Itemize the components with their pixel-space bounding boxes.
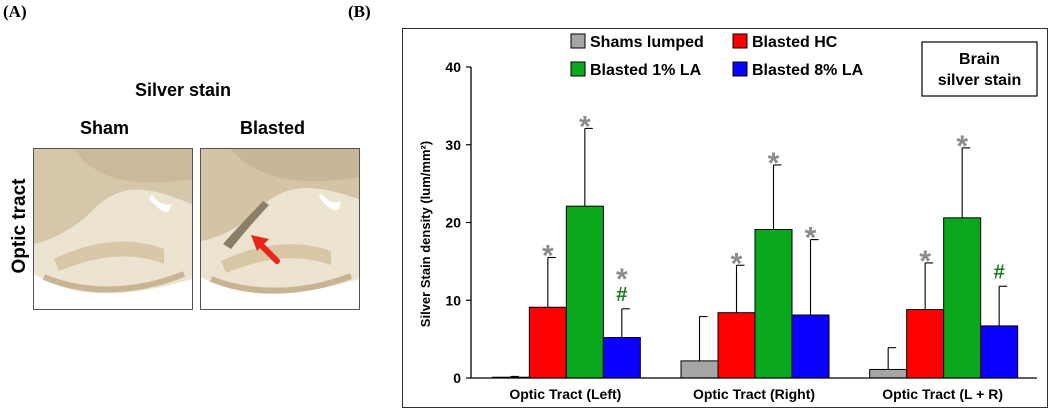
bar-3-1 [791, 314, 830, 379]
y-tick-label: 10 [445, 292, 461, 308]
significance-asterisk: * [616, 263, 628, 296]
sham-column-label: Sham [80, 118, 130, 138]
panel-a-label: (A) [3, 2, 27, 21]
legend-label: Blasted HC [752, 34, 838, 51]
bar-0-1 [680, 360, 719, 379]
legend-label: Shams lumped [590, 34, 704, 51]
blasted-histology-image [200, 148, 360, 310]
optic-tract-row-label: Optic tract [9, 178, 30, 274]
legend-item: Shams lumped [570, 33, 704, 51]
y-tick-label: 30 [445, 137, 461, 153]
inset-title-line1: Brain [959, 51, 1000, 68]
inset-title-line2: silver stain [938, 72, 1022, 89]
significance-asterisk: * [579, 110, 591, 143]
x-category-label: Optic Tract (Left) [509, 386, 621, 402]
x-category-label: Optic Tract (L + R) [882, 386, 1003, 402]
legend-swatch [570, 61, 586, 77]
significance-hash: # [616, 284, 627, 306]
chart-frame: * * # * * * * * * # 0 10 20 30 40 Optic Tract (Left) Op… [402, 28, 1048, 408]
legend-label: Blasted 1% LA [590, 62, 702, 79]
significance-asterisk: * [805, 222, 817, 255]
bar-2-2 [943, 217, 982, 379]
inset-title-box: Brain silver stain [921, 41, 1038, 97]
stain-title: Silver stain [135, 80, 232, 100]
bar-3-0 [602, 337, 641, 379]
panel-b-label: (B) [348, 2, 371, 21]
sham-histology-image [33, 148, 193, 310]
significance-asterisk: * [542, 239, 554, 272]
significance-asterisk: * [768, 147, 780, 180]
bar-1-1 [717, 312, 756, 379]
bar-2-1 [754, 228, 793, 379]
x-category-label: Optic Tract (Right) [693, 386, 815, 402]
y-axis-label: Silver Stain density (lum/mm²) [418, 141, 433, 327]
blasted-column-label: Blasted [240, 118, 306, 138]
bar-2-0 [565, 205, 604, 379]
legend-swatch [732, 61, 748, 77]
legend-item: Blasted 1% LA [570, 61, 702, 79]
significance-hash: # [994, 261, 1005, 283]
red-arrow-icon [251, 235, 280, 264]
bar-3-2 [980, 325, 1019, 379]
bar-1-2 [906, 309, 945, 379]
bar-1-0 [528, 306, 567, 379]
significance-asterisk: * [956, 130, 968, 163]
bar-0-2 [869, 368, 908, 379]
y-tick-label: 20 [445, 215, 461, 231]
y-tick-label: 0 [453, 370, 461, 386]
significance-asterisk: * [731, 247, 743, 280]
legend-swatch [570, 33, 586, 49]
y-tick-label: 40 [445, 59, 461, 75]
significance-asterisk: * [919, 245, 931, 278]
legend-label: Blasted 8% LA [752, 62, 864, 79]
legend-swatch [732, 33, 748, 49]
legend-item: Blasted 8% LA [732, 61, 864, 79]
legend-item: Blasted HC [732, 33, 838, 51]
